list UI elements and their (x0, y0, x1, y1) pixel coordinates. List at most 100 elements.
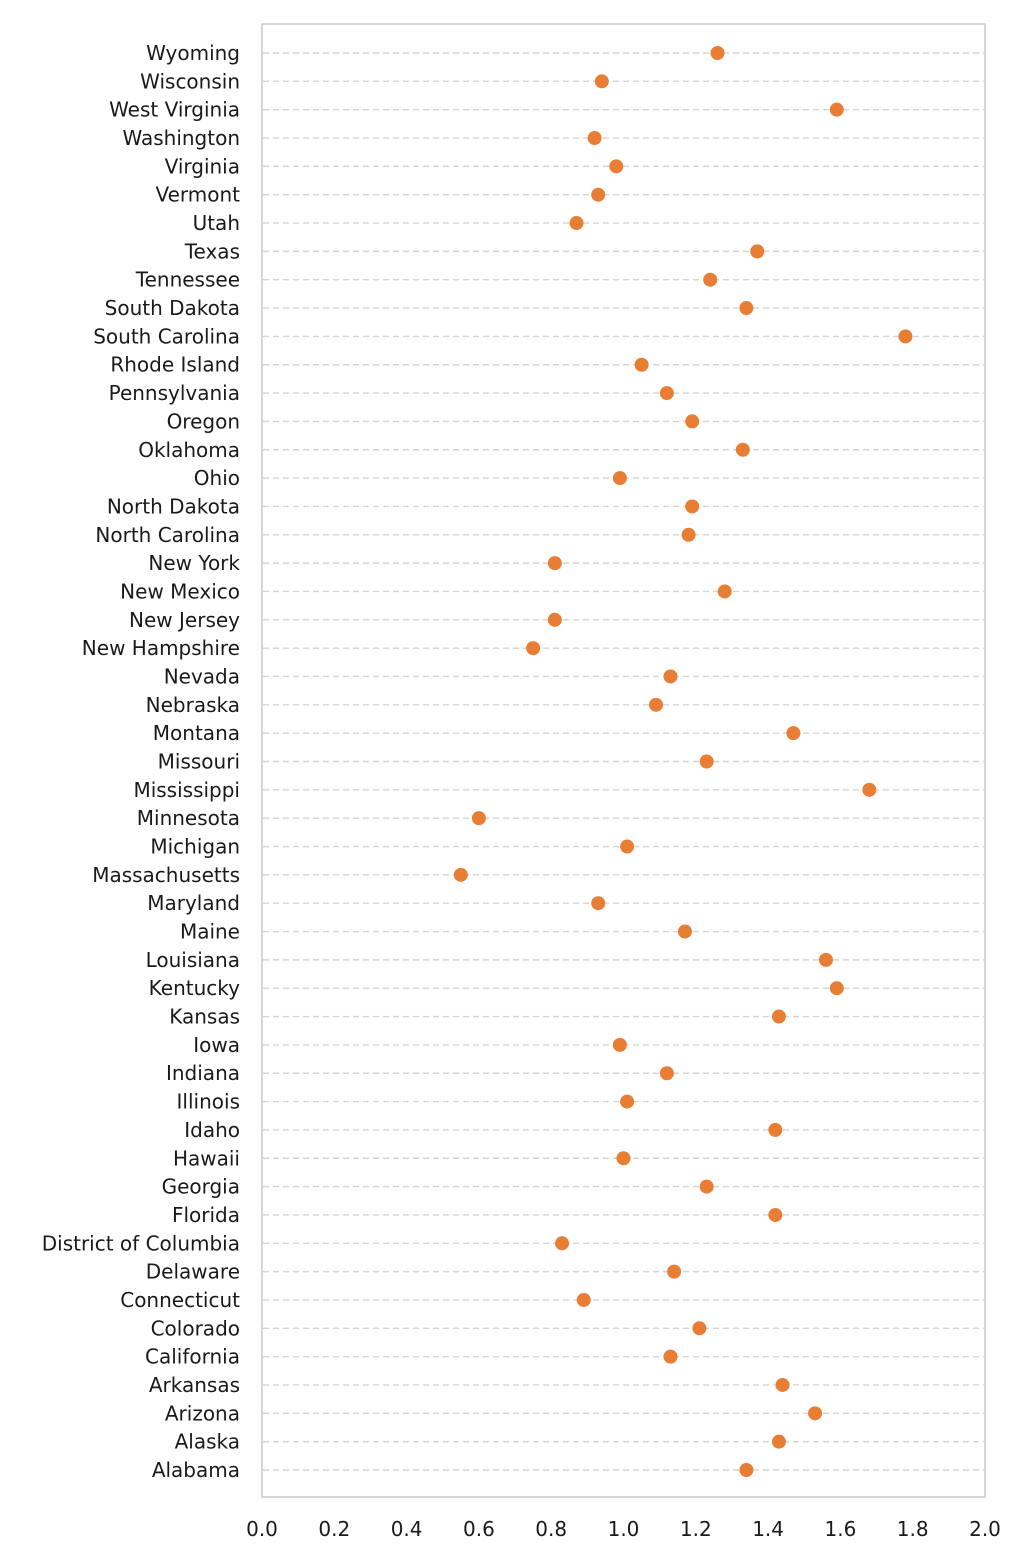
data-point-colorado (692, 1321, 707, 1336)
x-tick-label: 1.2 (680, 1517, 712, 1541)
data-point-maryland (591, 896, 606, 911)
y-tick-label-colorado: Colorado (151, 1316, 240, 1340)
y-tick-label-louisiana: Louisiana (146, 948, 240, 972)
y-tick-label-mississippi: Mississippi (133, 778, 240, 802)
y-tick-label-idaho: Idaho (184, 1118, 240, 1142)
y-tick-label-illinois: Illinois (177, 1090, 240, 1114)
y-tick-label-california: California (145, 1345, 240, 1369)
data-point-new-jersey (547, 612, 562, 627)
y-tick-label-kansas: Kansas (169, 1005, 240, 1029)
data-point-west-virginia (829, 102, 844, 117)
data-point-south-dakota (739, 301, 754, 316)
y-tick-label-alaska: Alaska (175, 1430, 240, 1454)
y-tick-label-indiana: Indiana (166, 1061, 240, 1085)
y-tick-label-massachusetts: Massachusetts (92, 863, 240, 887)
data-point-north-dakota (685, 499, 700, 514)
x-tick-label: 0.0 (246, 1517, 278, 1541)
data-point-connecticut (576, 1292, 591, 1307)
y-tick-label-new-jersey: New Jersey (129, 608, 240, 632)
data-point-arizona (808, 1406, 823, 1421)
y-tick-label-ohio: Ohio (194, 466, 240, 490)
data-point-pennsylvania (659, 386, 674, 401)
y-tick-label-florida: Florida (172, 1203, 240, 1227)
gridlines (263, 52, 984, 1471)
x-tick-label: 1.4 (752, 1517, 784, 1541)
data-point-california (663, 1349, 678, 1364)
data-point-arkansas (775, 1377, 790, 1392)
data-points (453, 46, 913, 1477)
y-tick-label-new-mexico: New Mexico (120, 579, 240, 603)
data-point-hawaii (616, 1151, 631, 1166)
data-point-new-mexico (717, 584, 732, 599)
data-point-washington (587, 131, 602, 146)
x-tick-label: 0.2 (318, 1517, 350, 1541)
data-point-oregon (685, 414, 700, 429)
data-point-north-carolina (681, 527, 696, 542)
data-point-montana (786, 726, 801, 741)
data-point-delaware (667, 1264, 682, 1279)
data-point-kansas (771, 1009, 786, 1024)
x-tick-label: 1.0 (608, 1517, 640, 1541)
data-point-missouri (699, 754, 714, 769)
y-tick-label-alabama: Alabama (152, 1458, 240, 1482)
y-tick-label-virginia: Virginia (165, 154, 240, 178)
x-tick-label: 1.6 (824, 1517, 856, 1541)
y-tick-label-maryland: Maryland (147, 891, 240, 915)
data-point-mississippi (862, 782, 877, 797)
y-tick-label-new-hampshire: New Hampshire (82, 636, 240, 660)
y-tick-label-oklahoma: Oklahoma (138, 438, 240, 462)
y-tick-label-vermont: Vermont (155, 183, 240, 207)
y-tick-label-north-carolina: North Carolina (95, 523, 240, 547)
data-point-texas (750, 244, 765, 259)
y-tick-label-west-virginia: West Virginia (109, 98, 240, 122)
data-point-wyoming (710, 46, 725, 60)
y-tick-label-missouri: Missouri (158, 750, 240, 774)
y-tick-label-wyoming: Wyoming (146, 41, 240, 65)
y-tick-label-montana: Montana (153, 721, 240, 745)
y-tick-label-arkansas: Arkansas (149, 1373, 240, 1397)
data-point-michigan (620, 839, 635, 854)
y-tick-label-district-of-columbia: District of Columbia (42, 1231, 240, 1255)
y-tick-label-hawaii: Hawaii (173, 1146, 240, 1170)
x-tick-label: 2.0 (969, 1517, 1001, 1541)
y-tick-label-rhode-island: Rhode Island (110, 353, 240, 377)
data-point-alaska (771, 1434, 786, 1449)
data-point-oklahoma (735, 442, 750, 457)
data-point-maine (677, 924, 692, 939)
y-tick-label-washington: Washington (122, 126, 240, 150)
data-point-kentucky (829, 981, 844, 996)
y-tick-label-nevada: Nevada (164, 664, 240, 688)
data-point-georgia (699, 1179, 714, 1194)
y-tick-label-new-york: New York (148, 551, 240, 575)
data-point-indiana (659, 1066, 674, 1081)
x-tick-label: 1.8 (897, 1517, 929, 1541)
data-point-idaho (768, 1122, 783, 1137)
y-tick-label-north-dakota: North Dakota (107, 494, 240, 518)
y-tick-label-kentucky: Kentucky (149, 976, 240, 1000)
y-tick-label-georgia: Georgia (162, 1175, 240, 1199)
data-point-district-of-columbia (555, 1236, 570, 1251)
data-point-tennessee (703, 272, 718, 287)
y-tick-label-oregon: Oregon (167, 409, 240, 433)
y-tick-label-connecticut: Connecticut (120, 1288, 240, 1312)
y-tick-label-utah: Utah (193, 211, 240, 235)
y-tick-label-south-carolina: South Carolina (93, 324, 240, 348)
data-point-iowa (612, 1037, 627, 1052)
data-point-new-york (547, 556, 562, 571)
data-point-virginia (609, 159, 624, 174)
data-point-ohio (612, 471, 627, 486)
y-tick-label-michigan: Michigan (150, 835, 240, 859)
data-point-illinois (620, 1094, 635, 1109)
data-point-nebraska (649, 697, 664, 712)
data-point-minnesota (471, 811, 486, 826)
data-point-louisiana (818, 952, 833, 967)
y-tick-label-delaware: Delaware (146, 1260, 240, 1284)
x-tick-label: 0.6 (463, 1517, 495, 1541)
data-point-nevada (663, 669, 678, 684)
data-point-utah (569, 216, 584, 231)
y-tick-label-tennessee: Tennessee (135, 268, 240, 292)
y-tick-label-minnesota: Minnesota (137, 806, 240, 830)
y-tick-label-maine: Maine (180, 920, 240, 944)
